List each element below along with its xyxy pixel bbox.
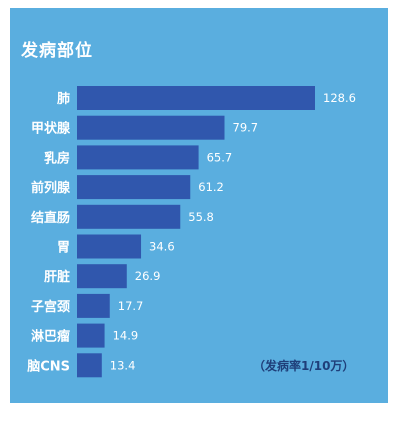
category-label-2: 乳房 [44,150,70,166]
value-label-6: 26.9 [135,269,161,283]
bar-4 [77,204,181,229]
value-label-3: 61.2 [198,180,224,194]
category-label-7: 子宫颈 [31,299,70,315]
bar-5 [77,234,142,259]
bar-6 [77,264,127,289]
chart-title: 发病部位 [21,41,93,61]
bar-0 [77,86,315,110]
bar-3 [77,175,191,200]
category-label-8: 淋巴瘤 [31,329,70,345]
category-label-0: 肺 [57,91,70,107]
value-label-1: 79.7 [233,121,259,135]
value-label-4: 55.8 [188,210,214,224]
category-label-6: 肝脏 [44,269,70,285]
value-label-2: 65.7 [207,150,233,164]
bar-7 [77,293,110,318]
category-label-4: 结直肠 [31,210,70,226]
value-label-0: 128.6 [323,91,356,105]
bar-1 [77,115,225,140]
bar-9 [77,353,102,378]
value-label-9: 13.4 [110,358,136,372]
bar-8 [77,323,105,348]
category-label-3: 前列腺 [31,180,71,196]
value-label-5: 34.6 [149,240,175,254]
category-label-9: 脑CNS [27,358,70,374]
category-label-5: 胃 [57,241,70,256]
value-label-7: 17.7 [118,299,144,313]
bar-2 [77,145,199,170]
chart-panel [10,8,388,403]
value-label-8: 14.9 [113,329,139,343]
category-label-1: 甲状腺 [31,121,71,137]
unit-note: （发病率1/10万） [253,359,355,373]
